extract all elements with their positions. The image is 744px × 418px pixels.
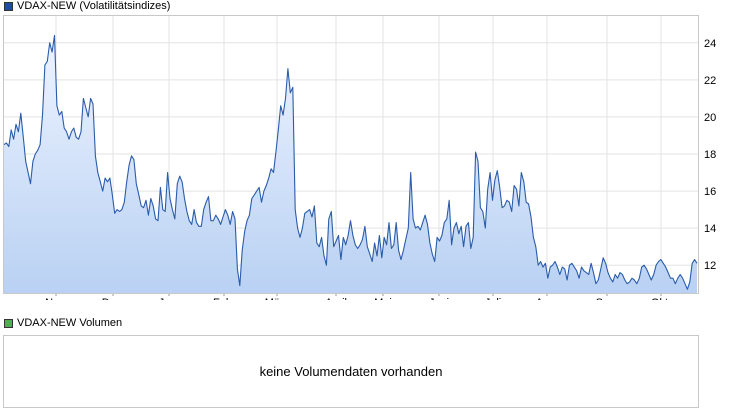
x-tick-label: Okt. [651,297,671,300]
y-tick-label: 18 [704,149,716,161]
x-tick-label: März [265,297,289,300]
x-tick-label: Nov. [45,297,67,300]
y-tick-label: 12 [704,260,716,272]
x-tick-label: April [325,297,347,300]
x-tick-label: Jan. [159,297,180,300]
plot-frame [3,15,699,294]
y-tick-label: 22 [704,75,716,87]
price-series-line [3,34,698,290]
x-tick-label: Feb. [213,297,235,300]
volume-legend-swatch [4,318,13,328]
volume-legend-label: VDAX-NEW Volumen [17,317,123,329]
y-tick-label: 14 [704,223,716,235]
x-tick-label: Sep. [596,297,619,300]
x-tick-label: Mai [374,297,392,300]
price-legend: VDAX-NEW (Volatilitätsindizes) [4,0,170,12]
volume-panel: keine Volumendaten vorhanden [3,335,699,408]
y-tick-label: 20 [704,112,716,124]
y-tick-label: 24 [704,38,716,50]
price-legend-swatch [4,1,13,11]
price-legend-label: VDAX-NEW (Volatilitätsindizes) [17,0,171,12]
x-tick-label: Juli [485,297,502,300]
x-tick-label: Dez. [102,297,125,300]
no-volume-data-message: keine Volumendaten vorhanden [259,364,443,379]
x-tick-label: Juni [429,297,449,300]
price-area-fill [4,35,697,294]
volume-legend: VDAX-NEW Volumen [4,317,122,329]
x-tick-label: Aug. [536,297,559,300]
y-tick-label: 16 [704,186,716,198]
price-chart: 12 14 16 18 20 22 24 Nov. Dez. Jan. Feb. März April M… [3,15,716,300]
